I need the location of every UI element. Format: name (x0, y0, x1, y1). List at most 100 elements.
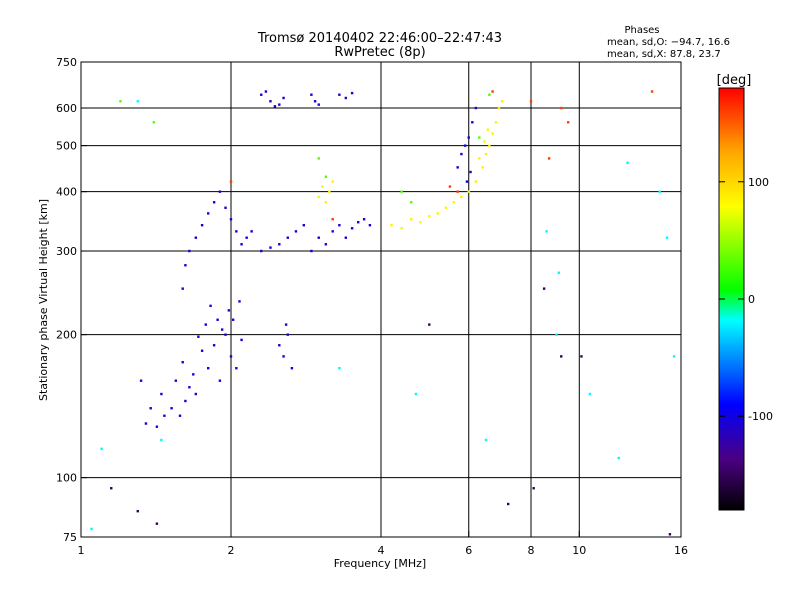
scatter-point (471, 121, 474, 124)
scatter-point (650, 90, 654, 93)
scatter-point (331, 218, 334, 221)
y-axis-ticks: 75 100 200 300 400 500 600 750 (56, 56, 87, 544)
scatter-point (216, 318, 219, 321)
scatter-point (474, 106, 478, 110)
scatter-point (240, 243, 243, 246)
scatter-point (224, 206, 227, 209)
scatter-point (160, 392, 163, 396)
title-block: Tromsø 20140402 22:46:00–22:47:43 RwPret… (257, 31, 502, 60)
scatter-point (194, 392, 198, 396)
scatter-point (390, 224, 393, 227)
y-tick-label: 75 (63, 531, 77, 544)
scatter-point (545, 230, 548, 233)
x-tick-label: 1 (78, 544, 85, 557)
scatter-point (170, 407, 173, 410)
scatter-point (227, 309, 231, 312)
scatter-point (110, 487, 113, 490)
scatter-point (284, 323, 288, 326)
scatter-point (245, 236, 248, 239)
y-tick-label: 400 (56, 186, 77, 199)
scatter-point (463, 144, 467, 147)
scatter-point (362, 218, 366, 221)
colorbar-tick-label: -100 (748, 410, 773, 423)
scatter-point (209, 304, 212, 308)
scatter-point (290, 366, 294, 370)
scatter-point (155, 522, 159, 525)
scatter-point (181, 287, 184, 290)
scatter-point (428, 323, 431, 326)
y-tick-label: 100 (56, 472, 77, 485)
scatter-point (668, 533, 672, 536)
x-tick-label: 8 (528, 544, 535, 557)
scatter-point (478, 136, 481, 139)
scatter-point (317, 236, 320, 239)
scatter-point (317, 157, 320, 160)
scatter-point (484, 152, 488, 156)
scatter-point (218, 190, 222, 193)
scatter-point (136, 509, 139, 513)
scatter-point (483, 140, 486, 143)
scatter-point (465, 180, 469, 183)
scatter-point (331, 180, 334, 183)
scatter-point (560, 355, 563, 358)
scatter-point (286, 236, 289, 239)
scatter-point (566, 121, 570, 124)
scatter-point (350, 227, 354, 230)
scatter-point (419, 220, 422, 224)
scatter-point (491, 90, 494, 93)
scatter-point (181, 361, 184, 364)
scatter-point (174, 379, 178, 382)
scatter-point (400, 227, 403, 230)
scatter-point (658, 190, 661, 193)
scatter-point (224, 333, 227, 336)
grid-lines (81, 62, 681, 537)
scatter-point (532, 487, 535, 490)
scatter-point (542, 287, 546, 290)
scatter-point (500, 100, 504, 103)
scatter-point (294, 230, 298, 233)
plot-area: 1 2 4 6 8 10 16 75 100 200 300 400 500 600 750 (56, 56, 688, 557)
x-tick-label: 4 (378, 544, 385, 557)
scatter-point (324, 175, 328, 178)
stats-line-o: mean, sd,O: −94.7, 16.6 (607, 37, 730, 48)
scatter-point (481, 166, 484, 169)
y-tick-label: 600 (56, 102, 77, 115)
scatter-point (452, 201, 456, 204)
stats-line-x: mean, sd,X: 87.8, 23.7 (607, 49, 721, 60)
scatter-point (356, 220, 360, 224)
scatter-point (100, 447, 103, 451)
scatter-point (338, 224, 341, 227)
scatter-point (414, 392, 418, 396)
scatter-point (665, 236, 669, 239)
scatter-point (310, 93, 313, 96)
scatter-point (474, 180, 478, 183)
scatter-point (460, 195, 463, 199)
scatter-point (152, 121, 156, 124)
scatter-point (436, 212, 439, 215)
scatter-point (278, 103, 281, 106)
scatter-point (317, 195, 320, 199)
scatter-point (313, 100, 317, 103)
scatter-point (428, 215, 431, 218)
scatter-points (90, 90, 676, 536)
scatter-point (547, 157, 551, 160)
scatter-point (197, 335, 200, 338)
scatter-point (338, 366, 341, 370)
scatter-point (238, 300, 241, 303)
scatter-point (344, 96, 348, 100)
scatter-point (368, 224, 372, 227)
x-tick-label: 10 (572, 544, 586, 557)
scatter-point (278, 344, 281, 347)
colorbar-tick-label: 100 (748, 176, 769, 189)
scatter-point (488, 144, 491, 147)
scatter-point (192, 373, 195, 376)
scatter-point (235, 230, 238, 233)
scatter-point (278, 243, 281, 246)
scatter-point (557, 271, 561, 274)
scatter-point (273, 105, 277, 108)
x-tick-label: 16 (674, 544, 688, 557)
scatter-point (467, 190, 470, 193)
scatter-point (456, 166, 459, 169)
stats-title: Phases (624, 25, 659, 36)
scatter-point (410, 218, 413, 221)
